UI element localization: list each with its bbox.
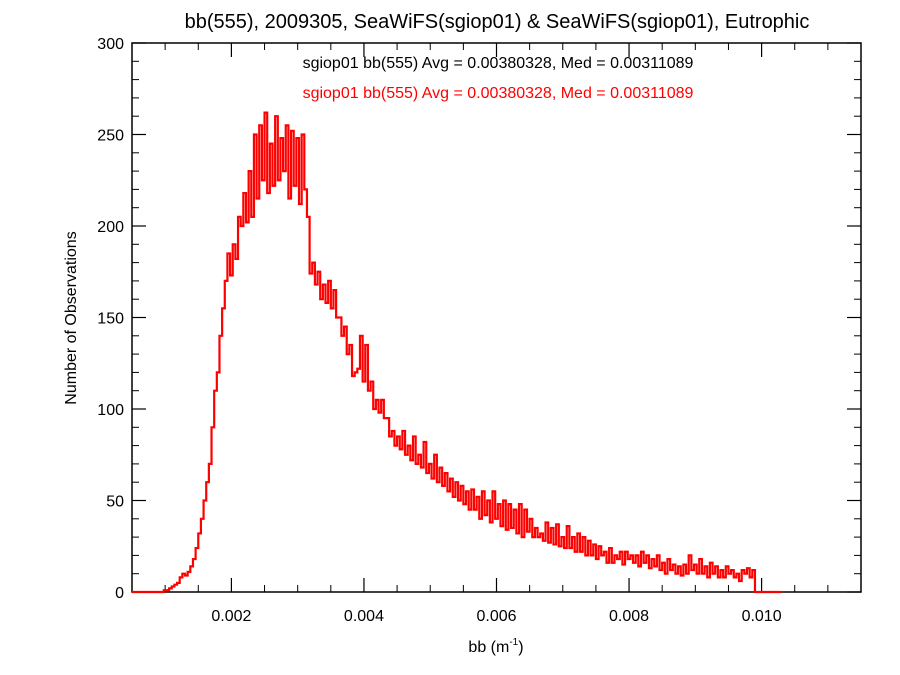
y-tick-label: 50 <box>106 494 124 511</box>
x-axis-label: bb (m-1) <box>468 637 523 656</box>
x-axis-label-close: ) <box>518 639 523 656</box>
x-tick-label: 0.008 <box>609 608 649 625</box>
y-tick-label: 300 <box>97 36 124 53</box>
x-axis-label-main: bb (m <box>468 639 509 656</box>
chart-title: bb(555), 2009305, SeaWiFS(sgiop01) & Sea… <box>185 11 810 33</box>
x-tick-label: 0.006 <box>476 608 516 625</box>
histogram-series-line <box>132 111 782 594</box>
y-tick-label: 150 <box>97 311 124 328</box>
x-tick-label: 0.010 <box>742 608 782 625</box>
x-tick-label: 0.002 <box>211 608 251 625</box>
y-tick-label: 100 <box>97 402 124 419</box>
y-tick-label: 250 <box>97 128 124 145</box>
plot-frame <box>131 42 862 593</box>
x-axis: 0.002 0.004 0.006 0.008 0.010 <box>131 43 862 625</box>
annotation-stats-red: sgiop01 bb(555) Avg = 0.00380328, Med = … <box>303 85 694 102</box>
y-tick-label: 0 <box>115 585 124 602</box>
x-tick-label: 0.004 <box>344 608 384 625</box>
y-axis: 0 50 100 150 200 250 300 <box>97 36 861 602</box>
y-tick-label: 200 <box>97 219 124 236</box>
y-axis-label: Number of Observations <box>63 231 80 404</box>
annotation-stats-black: sgiop01 bb(555) Avg = 0.00380328, Med = … <box>303 55 694 72</box>
x-axis-label-sup: -1 <box>509 637 518 648</box>
